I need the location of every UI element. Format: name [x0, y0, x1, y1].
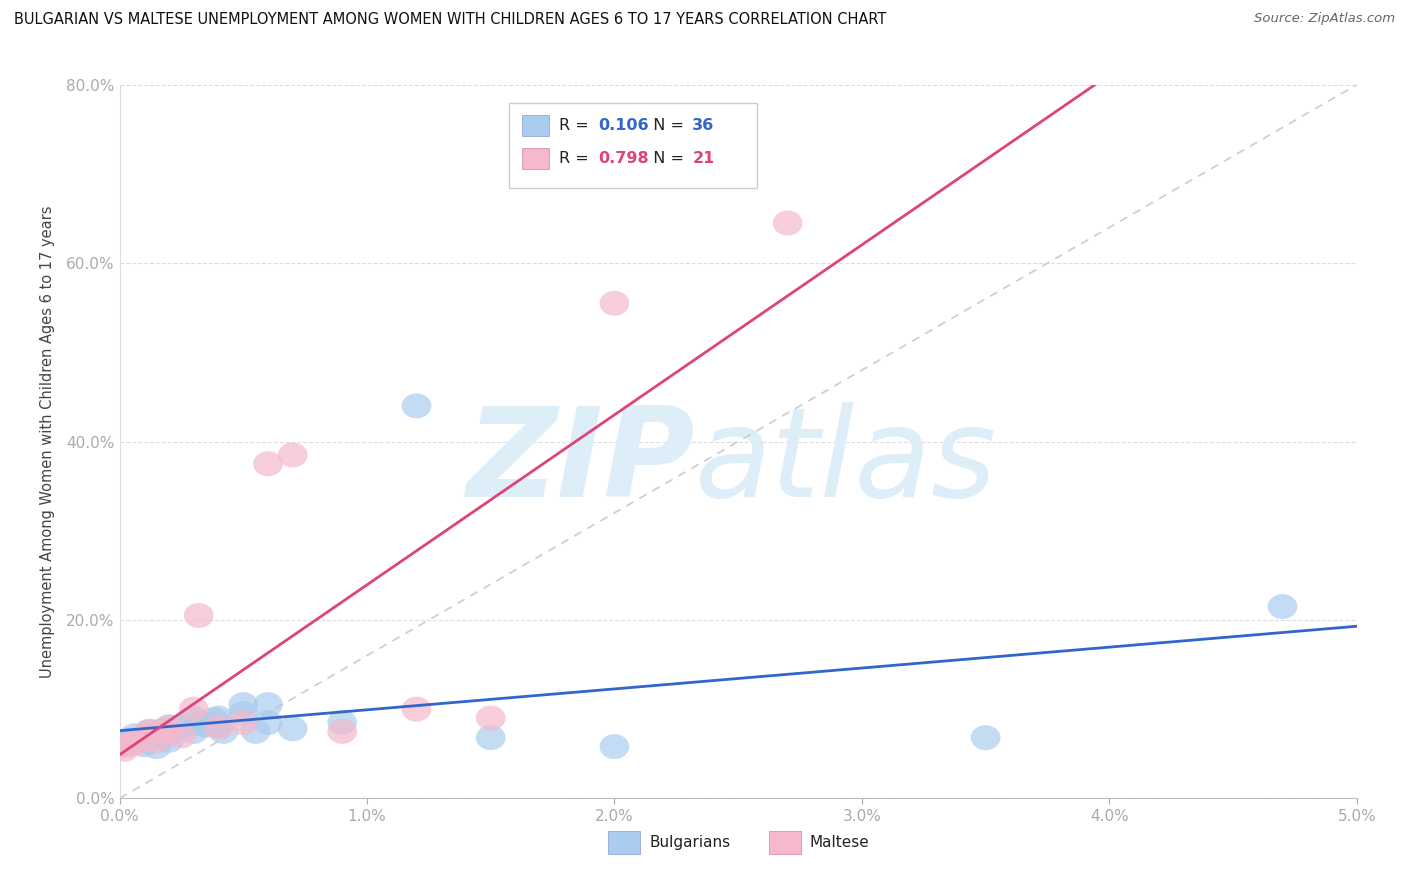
- Y-axis label: Unemployment Among Women with Children Ages 6 to 17 years: Unemployment Among Women with Children A…: [39, 205, 55, 678]
- Ellipse shape: [475, 725, 506, 750]
- Ellipse shape: [208, 719, 238, 744]
- Ellipse shape: [155, 728, 184, 753]
- Ellipse shape: [142, 728, 172, 753]
- Ellipse shape: [228, 710, 259, 735]
- Ellipse shape: [135, 719, 165, 744]
- Ellipse shape: [166, 723, 197, 748]
- Ellipse shape: [149, 723, 179, 748]
- Text: BULGARIAN VS MALTESE UNEMPLOYMENT AMONG WOMEN WITH CHILDREN AGES 6 TO 17 YEARS C: BULGARIAN VS MALTESE UNEMPLOYMENT AMONG …: [14, 12, 886, 28]
- Text: 0.798: 0.798: [599, 151, 650, 166]
- Ellipse shape: [328, 710, 357, 735]
- Text: R =: R =: [558, 118, 593, 133]
- Text: ZIP: ZIP: [467, 402, 695, 524]
- Text: N =: N =: [643, 118, 689, 133]
- FancyBboxPatch shape: [509, 103, 756, 188]
- Ellipse shape: [184, 603, 214, 628]
- Ellipse shape: [155, 714, 184, 739]
- Ellipse shape: [142, 722, 172, 747]
- Text: atlas: atlas: [695, 402, 997, 524]
- Ellipse shape: [240, 719, 270, 744]
- Ellipse shape: [166, 714, 197, 739]
- FancyBboxPatch shape: [609, 831, 640, 854]
- Ellipse shape: [228, 701, 259, 726]
- Ellipse shape: [191, 713, 221, 738]
- Ellipse shape: [110, 737, 139, 762]
- Text: Maltese: Maltese: [810, 835, 870, 850]
- Ellipse shape: [159, 719, 188, 744]
- Ellipse shape: [1268, 594, 1298, 619]
- Ellipse shape: [253, 710, 283, 735]
- Ellipse shape: [125, 728, 155, 753]
- Ellipse shape: [114, 732, 145, 757]
- Ellipse shape: [120, 723, 149, 748]
- Ellipse shape: [155, 714, 184, 739]
- Text: 36: 36: [692, 118, 714, 133]
- Text: 21: 21: [692, 151, 714, 166]
- Text: 0.106: 0.106: [599, 118, 650, 133]
- Ellipse shape: [970, 725, 1001, 750]
- Ellipse shape: [328, 719, 357, 744]
- Ellipse shape: [179, 719, 208, 744]
- Ellipse shape: [120, 731, 149, 756]
- Ellipse shape: [253, 451, 283, 476]
- Ellipse shape: [402, 393, 432, 418]
- Ellipse shape: [278, 442, 308, 467]
- FancyBboxPatch shape: [522, 115, 548, 136]
- Ellipse shape: [110, 732, 139, 757]
- Ellipse shape: [179, 697, 208, 722]
- Ellipse shape: [184, 710, 214, 735]
- Ellipse shape: [136, 725, 166, 750]
- Ellipse shape: [599, 291, 630, 316]
- Ellipse shape: [149, 719, 179, 744]
- FancyBboxPatch shape: [522, 147, 548, 169]
- Ellipse shape: [228, 692, 259, 717]
- Ellipse shape: [475, 706, 506, 731]
- Ellipse shape: [135, 719, 165, 744]
- Ellipse shape: [773, 211, 803, 235]
- Ellipse shape: [204, 714, 233, 739]
- Ellipse shape: [278, 716, 308, 741]
- Ellipse shape: [204, 706, 233, 731]
- Text: Bulgarians: Bulgarians: [650, 835, 730, 850]
- FancyBboxPatch shape: [769, 831, 801, 854]
- Ellipse shape: [114, 728, 145, 753]
- Text: Source: ZipAtlas.com: Source: ZipAtlas.com: [1254, 12, 1395, 26]
- Ellipse shape: [599, 734, 630, 759]
- Ellipse shape: [142, 734, 172, 759]
- Text: N =: N =: [643, 151, 689, 166]
- Ellipse shape: [129, 723, 159, 748]
- Ellipse shape: [129, 732, 159, 757]
- Ellipse shape: [145, 719, 174, 744]
- Ellipse shape: [204, 713, 233, 738]
- Ellipse shape: [179, 706, 208, 731]
- Ellipse shape: [253, 692, 283, 717]
- Ellipse shape: [155, 722, 184, 747]
- Text: R =: R =: [558, 151, 593, 166]
- Ellipse shape: [125, 728, 155, 753]
- Ellipse shape: [198, 707, 228, 732]
- Ellipse shape: [402, 697, 432, 722]
